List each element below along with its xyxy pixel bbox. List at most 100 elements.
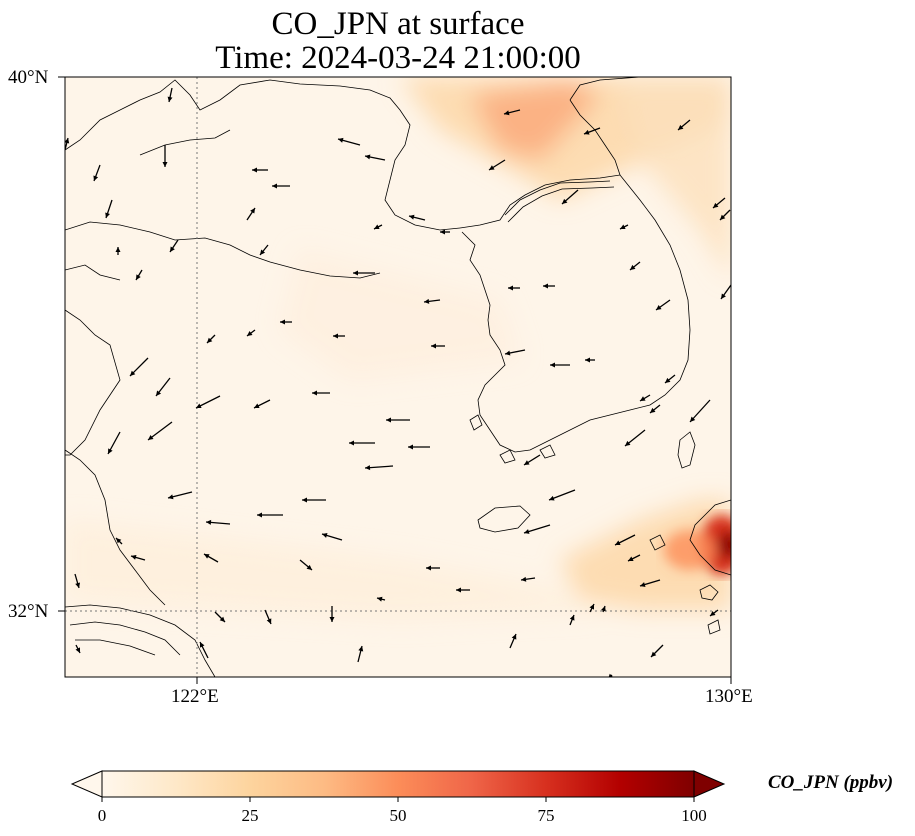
wind-vector [333,333,345,339]
wind-vector [107,431,121,455]
wind-vector [619,224,629,230]
colorbar-tick-25: 25 [241,806,259,825]
lon-label-130e: 130°E [705,686,753,707]
wind-vector [523,524,551,534]
wind-vector [373,224,383,230]
wind-vector [252,167,268,173]
wind-vector [199,641,209,659]
wind-vector [129,357,149,377]
wind-vector [504,349,526,356]
wind-vector [280,319,292,325]
wind-vector [561,189,579,205]
wind-vector [408,444,430,450]
wind-vector [259,244,269,256]
wind-vector [246,207,256,221]
wind-vector [312,390,330,396]
wind-vector [205,519,231,525]
wind-vector [93,164,101,182]
wind-vector [337,137,361,146]
wind-vector [167,491,193,500]
wind-vector [601,605,606,613]
colorbar [70,770,726,802]
wind-vector [214,611,226,623]
wind-vector [509,633,517,649]
wind-vector [689,399,711,423]
wind-vector [74,573,81,589]
wind-vector [548,489,576,501]
wind-vector [503,109,521,116]
wind-vector [520,576,536,582]
wind-vector [167,87,173,103]
wind-vector [426,565,440,571]
wind-vector [376,596,386,602]
wind-vector [115,537,123,545]
coastlines [65,77,731,677]
wind-vector [543,283,555,289]
wind-vector [550,362,570,368]
wind-vector-field [65,87,731,677]
wind-vector [709,609,719,617]
wind-vector [614,534,636,546]
wind-vector [162,145,168,167]
map-frame [64,76,732,678]
wind-vector [349,440,375,446]
wind-vector [264,609,272,625]
wind-vector [488,159,506,171]
wind-vector [508,285,520,291]
map-title-line-1: CO_JPN at surface [271,6,525,42]
wind-vector [75,644,81,654]
wind-vector [105,199,113,219]
wind-vector [253,399,271,409]
wind-vector [650,644,664,658]
wind-vector [299,559,313,571]
wind-vector [649,404,661,414]
wind-vector [329,606,335,622]
wind-vector [589,603,595,613]
wind-vector [353,270,375,276]
wind-vector [569,614,575,626]
colorbar-tick-50: 50 [389,806,407,825]
wind-vector [357,645,364,663]
wind-vector [719,209,731,221]
wind-vector [246,329,256,337]
wind-vector [206,334,216,344]
wind-vector [169,239,179,253]
colorbar-unit-label: CO_JPN (ppbv) [768,772,894,793]
wind-vector [720,284,731,300]
wind-vector [456,587,470,593]
wind-vector [639,579,661,587]
wind-vector [130,554,146,561]
wind-vector [627,554,641,562]
wind-vector [203,553,219,563]
lon-label-122e: 122°E [171,686,219,707]
wind-vector [629,261,641,271]
wind-vector [585,357,595,363]
wind-vector [321,533,343,541]
wind-vector [677,119,691,131]
wind-vector [583,127,601,135]
wind-vector [423,298,441,304]
concentration-field [65,77,731,677]
wind-vector [440,229,450,235]
wind-vector [257,512,283,518]
wind-vector [712,197,726,209]
wind-vector [655,299,671,311]
lat-label-40n: 40°N [8,67,49,88]
wind-vector [608,673,614,677]
wind-vector [639,394,651,402]
wind-vector [431,343,445,349]
wind-vector [364,154,386,161]
wind-vector [386,417,410,423]
wind-vector [155,377,171,397]
lat-label-32n: 32°N [8,601,49,622]
wind-vector [195,395,221,409]
wind-vector [624,429,646,447]
wind-vector [272,183,290,189]
wind-vector [364,465,394,471]
wind-vector [115,247,121,255]
gridlines [65,77,731,677]
wind-vector [523,454,541,466]
wind-vector [664,374,676,384]
colorbar-tick-100: 100 [681,806,707,825]
